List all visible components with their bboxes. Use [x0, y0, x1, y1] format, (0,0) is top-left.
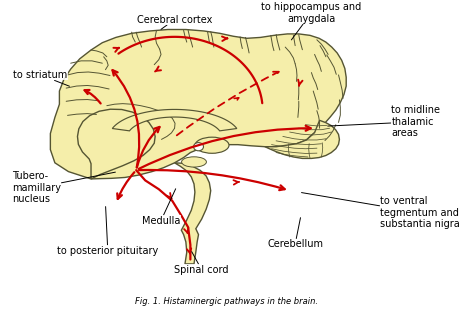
- Text: Cerebellum: Cerebellum: [267, 218, 323, 249]
- Text: Fig. 1. Histaminergic pathways in the brain.: Fig. 1. Histaminergic pathways in the br…: [135, 297, 318, 306]
- Text: Medulla: Medulla: [142, 189, 180, 226]
- Ellipse shape: [193, 143, 203, 151]
- Polygon shape: [50, 29, 346, 179]
- Text: to posterior pituitary: to posterior pituitary: [57, 206, 158, 256]
- Ellipse shape: [182, 157, 206, 167]
- Polygon shape: [265, 120, 339, 158]
- Text: Tubero-
mamillary
nucleus: Tubero- mamillary nucleus: [12, 171, 115, 204]
- Ellipse shape: [195, 137, 229, 153]
- Text: Spinal cord: Spinal cord: [174, 252, 229, 275]
- Text: to striatum: to striatum: [13, 70, 70, 86]
- Text: Cerebral cortex: Cerebral cortex: [137, 15, 212, 29]
- Polygon shape: [112, 109, 237, 131]
- Text: to ventral
tegmentum and
substantia nigra: to ventral tegmentum and substantia nigr…: [301, 193, 460, 229]
- Text: to hippocampus and
amygdala: to hippocampus and amygdala: [261, 2, 362, 40]
- Polygon shape: [174, 163, 211, 264]
- Polygon shape: [77, 109, 155, 179]
- Text: to midline
thalamic
areas: to midline thalamic areas: [328, 105, 440, 138]
